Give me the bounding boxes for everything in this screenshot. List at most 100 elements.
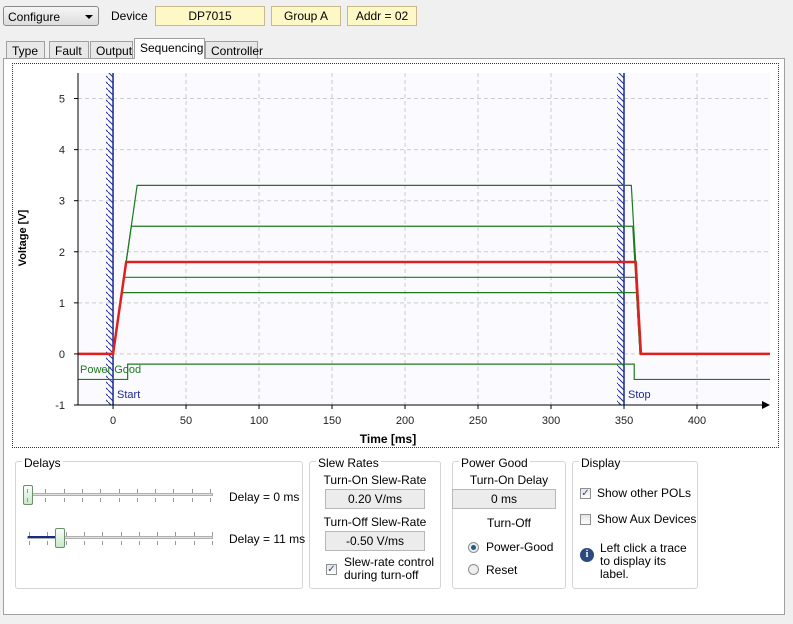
- delay-slider-1-thumb[interactable]: [23, 485, 33, 505]
- tab-controller[interactable]: Controller: [205, 41, 263, 58]
- y-tick-label: -1: [55, 400, 65, 412]
- show-aux-devices-label: Show Aux Devices: [597, 512, 697, 526]
- delays-title: Delays: [22, 456, 63, 470]
- x-tick-label: 250: [469, 415, 487, 427]
- slider-tick: [29, 532, 30, 536]
- slider-tick: [63, 489, 65, 493]
- show-aux-devices-checkbox[interactable]: [580, 514, 591, 525]
- tab-type[interactable]: Type: [6, 41, 45, 58]
- power-good-title: Power Good: [459, 456, 530, 470]
- slew-control-label-line1: Slew-rate control: [344, 555, 435, 569]
- slew-rates-group: Slew Rates Turn-On Slew-Rate 0.20 V/ms T…: [309, 456, 441, 589]
- x-tick-label: 100: [250, 415, 268, 427]
- info-text: Left click a trace to display its label.: [600, 542, 697, 581]
- slider-tick: [212, 541, 213, 545]
- power-good-group: Power Good Turn-On Delay 0 ms Turn-Off P…: [452, 456, 566, 589]
- slider-tick: [210, 489, 211, 493]
- slider-tick: [155, 489, 157, 493]
- slider-tick: [47, 532, 49, 536]
- turn-on-slew-field[interactable]: 0.20 V/ms: [325, 489, 425, 509]
- y-tick-label: 4: [59, 145, 65, 157]
- mode-select-value: Configure: [8, 10, 61, 24]
- slider-tick: [157, 532, 159, 536]
- x-axis-label: Time [ms]: [360, 432, 416, 446]
- slider-tick: [27, 498, 28, 502]
- y-tick-label: 0: [59, 349, 65, 361]
- display-group: Display ✓ Show other POLs Show Aux Devic…: [572, 456, 698, 589]
- x-tick-label: 0: [110, 415, 116, 427]
- slew-control-checkbox[interactable]: ✓: [326, 564, 337, 575]
- y-tick-label: 5: [59, 94, 65, 106]
- slider-tick: [45, 489, 47, 493]
- chart-frame: [12, 63, 779, 448]
- delay-slider-2-thumb[interactable]: [55, 528, 65, 548]
- device-label: Device: [111, 9, 148, 23]
- group-name: Group A: [271, 6, 341, 26]
- device-name: DP7015: [155, 6, 265, 26]
- slider-tick: [118, 489, 120, 493]
- slider-tick: [63, 498, 65, 502]
- slider-tick: [155, 498, 157, 502]
- slew-control-label-line2: during turn-off: [344, 568, 419, 582]
- x-tick-label: 350: [615, 415, 633, 427]
- slider-tick: [29, 541, 30, 545]
- x-tick-label: 200: [396, 415, 414, 427]
- chevron-down-icon: [85, 15, 93, 19]
- turn-off-label: Turn-Off: [486, 516, 531, 530]
- x-tick-label: 400: [688, 415, 706, 427]
- slider-tick: [83, 541, 85, 545]
- slider-tick: [191, 489, 193, 493]
- delay-2-value: Delay = 11 ms: [229, 532, 306, 546]
- mode-select[interactable]: Configure: [3, 6, 99, 26]
- display-title: Display: [579, 456, 623, 470]
- x-tick-label: 300: [542, 415, 560, 427]
- series-line-4: [78, 260, 770, 356]
- slider-tick: [100, 489, 102, 493]
- delay-1-value: Delay = 0 ms: [229, 490, 300, 504]
- info-text-line2: to display its label.: [600, 554, 667, 581]
- delay-slider-1-track[interactable]: [25, 493, 213, 496]
- slider-tick: [212, 532, 213, 536]
- reset-radio[interactable]: [468, 564, 479, 575]
- show-other-pols-label: Show other POLs: [597, 486, 692, 500]
- info-icon: i: [580, 548, 594, 562]
- turn-on-slew-label: Turn-On Slew-Rate: [323, 473, 427, 487]
- slider-tick: [157, 541, 159, 545]
- show-other-pols-checkbox[interactable]: ✓: [580, 488, 591, 499]
- slider-tick: [45, 498, 47, 502]
- reset-radio-label: Reset: [486, 563, 518, 577]
- turn-off-slew-field[interactable]: -0.50 V/ms: [325, 531, 425, 551]
- marker-hatch: [106, 73, 114, 405]
- slider-tick: [120, 532, 122, 536]
- power-good-radio[interactable]: [468, 542, 479, 553]
- tab-fault[interactable]: Fault: [49, 41, 89, 58]
- slider-tick: [136, 489, 138, 493]
- slider-tick: [102, 532, 104, 536]
- series-line-5: [78, 363, 770, 381]
- turn-off-slew-label: Turn-Off Slew-Rate: [323, 515, 427, 529]
- slider-tick: [173, 498, 175, 502]
- tab-output[interactable]: Output: [90, 41, 133, 58]
- slider-tick: [65, 532, 67, 536]
- slider-tick: [175, 541, 177, 545]
- y-tick-label: 2: [59, 247, 65, 259]
- turn-on-delay-field[interactable]: 0 ms: [452, 489, 556, 509]
- slider-tick: [81, 489, 83, 493]
- slew-rates-title: Slew Rates: [316, 456, 381, 470]
- delays-group: Delays: [15, 456, 303, 589]
- tab-sequencing[interactable]: Sequencing: [134, 38, 205, 59]
- turn-on-delay-label: Turn-On Delay: [469, 473, 549, 487]
- series-label: Power Good: [80, 364, 141, 376]
- plot-area: [78, 73, 770, 405]
- marker-hatch: [617, 73, 625, 405]
- delay-slider-2-track[interactable]: [27, 536, 213, 539]
- x-tick-label: 50: [180, 415, 192, 427]
- slider-tick: [136, 498, 138, 502]
- slider-tick: [118, 498, 120, 502]
- slider-tick: [138, 541, 140, 545]
- y-tick-label: 3: [59, 196, 65, 208]
- power-good-radio-label: Power-Good: [486, 540, 554, 554]
- marker-label: Start: [117, 389, 140, 401]
- slider-tick: [83, 532, 85, 536]
